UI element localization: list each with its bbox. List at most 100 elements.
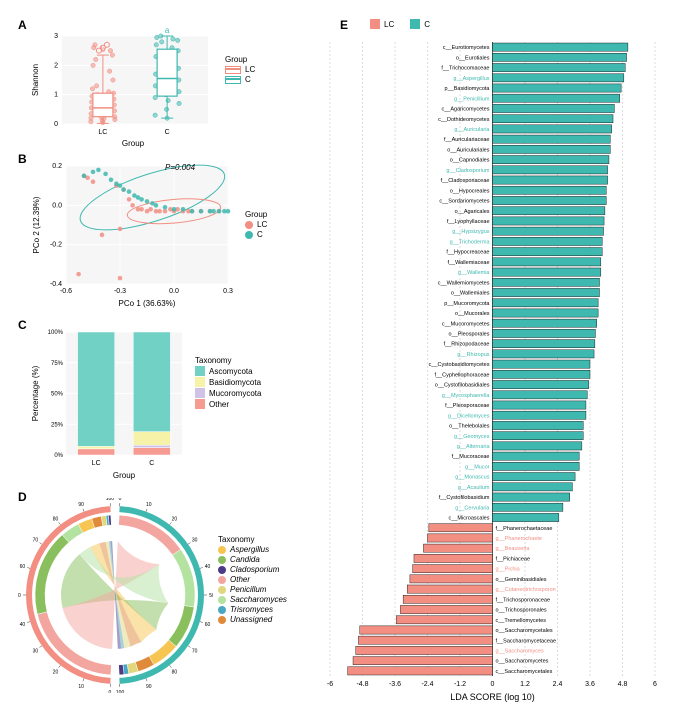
svg-text:f__Auriculariaceae: f__Auriculariaceae: [444, 137, 490, 143]
svg-text:g__Geomyces: g__Geomyces: [454, 434, 490, 440]
svg-text:Group: Group: [113, 471, 136, 480]
svg-text:b: b: [101, 45, 106, 54]
legD-Trisromyces: Trisromyces: [218, 605, 287, 614]
legD-Penicillum: Penicillum: [218, 585, 287, 594]
svg-text:g__Dicellomyces: g__Dicellomyces: [448, 413, 490, 419]
svg-text:f__Trichocomaceae: f__Trichocomaceae: [441, 66, 489, 72]
legE-LC: LC: [384, 20, 394, 29]
svg-text:70: 70: [192, 648, 198, 654]
svg-text:g__Rhizopus: g__Rhizopus: [457, 352, 489, 358]
svg-text:25%: 25%: [51, 422, 64, 428]
legD-Aspergillus: Aspergillus: [218, 545, 287, 554]
legD-Unassigned: Unassigned: [218, 615, 287, 624]
svg-text:f__Lyophyllaceae: f__Lyophyllaceae: [447, 219, 490, 225]
svg-text:o__Wallemiales: o__Wallemiales: [451, 291, 490, 297]
label-B: B: [18, 152, 27, 166]
svg-text:g__Saccharomyces: g__Saccharomyces: [496, 648, 545, 654]
svg-text:g__Auricularia: g__Auricularia: [454, 127, 490, 133]
svg-text:g__Beauveria: g__Beauveria: [496, 546, 531, 552]
svg-text:100: 100: [106, 498, 115, 502]
svg-text:o__Saccharomycetes: o__Saccharomycetes: [496, 659, 549, 665]
svg-text:4.8: 4.8: [618, 681, 628, 688]
panelB-pcoa: -0.6-0.30.00.3-0.4-0.20.00.2P=0.004PCo 1…: [28, 160, 238, 310]
svg-text:2.4: 2.4: [553, 681, 563, 688]
svg-text:0%: 0%: [54, 453, 63, 459]
svg-text:g__Acaulium: g__Acaulium: [458, 485, 490, 491]
svg-text:P=0.004: P=0.004: [165, 163, 196, 172]
svg-text:50: 50: [18, 593, 21, 599]
svg-text:o__Auriculariales: o__Auriculariales: [447, 147, 489, 153]
legD-Candida: Candida: [218, 555, 287, 564]
svg-text:f__Pichiaceae: f__Pichiaceae: [496, 556, 531, 562]
legD-Cladosporium: Cladosporium: [218, 565, 287, 574]
svg-text:1.2: 1.2: [520, 681, 530, 688]
svg-text:100%: 100%: [48, 330, 64, 336]
svg-text:90: 90: [78, 502, 84, 508]
svg-text:3.6: 3.6: [585, 681, 595, 688]
legB-C: C: [257, 230, 263, 239]
svg-text:f__Phanerochaetaceae: f__Phanerochaetaceae: [496, 526, 553, 532]
svg-text:g__Trichoderma: g__Trichoderma: [450, 239, 491, 245]
svg-text:o__Cystofilobasidiales: o__Cystofilobasidiales: [435, 383, 490, 389]
panelB-legend: Group LC C: [245, 210, 267, 240]
panelA-legend: Group LC C: [225, 55, 255, 85]
svg-text:PCo 1 (36.63%): PCo 1 (36.63%): [119, 299, 176, 308]
legE-C: C: [424, 20, 430, 29]
legC-Ascomycota: Ascomycota: [195, 366, 261, 376]
svg-text:f__Hypocreaceae: f__Hypocreaceae: [446, 250, 489, 256]
svg-text:o__Capnodiales: o__Capnodiales: [450, 158, 490, 164]
svg-text:60: 60: [205, 622, 211, 628]
svg-text:10: 10: [146, 502, 152, 508]
svg-text:o__Eurotiales: o__Eurotiales: [456, 55, 490, 61]
legA-C: C: [245, 75, 251, 84]
legB-LC: LC: [257, 220, 267, 229]
svg-text:c__Saccharomycetales: c__Saccharomycetales: [496, 669, 553, 675]
panelE-lda: -6-4.8-3.6-2.4-1.201.22.43.64.86c__Eurot…: [310, 36, 675, 706]
svg-text:c__Eurotiomycetes: c__Eurotiomycetes: [443, 45, 490, 51]
svg-text:20: 20: [53, 670, 59, 676]
svg-text:-3.6: -3.6: [389, 681, 401, 688]
svg-text:70: 70: [33, 538, 39, 544]
svg-text:-0.3: -0.3: [114, 288, 126, 295]
svg-text:-2.4: -2.4: [421, 681, 433, 688]
panelE-legend: LC C: [370, 18, 430, 30]
svg-text:c__Wallemiomycetes: c__Wallemiomycetes: [438, 280, 490, 286]
panelC-legend-title: Taxonomy: [195, 356, 261, 365]
panelC-stackbar: 0%25%50%75%100%LCCGroupPercentage (%): [28, 326, 188, 481]
svg-text:0: 0: [491, 681, 495, 688]
legC-Other: Other: [195, 399, 261, 409]
svg-text:20: 20: [172, 516, 178, 522]
svg-text:g__Penicillium: g__Penicillium: [454, 96, 490, 102]
svg-text:c__Agaricomycetes: c__Agaricomycetes: [442, 107, 490, 113]
svg-text:30: 30: [192, 538, 198, 544]
svg-text:f__Cladosporiaceae: f__Cladosporiaceae: [441, 178, 490, 184]
svg-text:f__Cyphellophoraceae: f__Cyphellophoraceae: [434, 372, 489, 378]
svg-text:-0.6: -0.6: [60, 288, 72, 295]
svg-text:o__Agaricales: o__Agaricales: [455, 209, 490, 215]
svg-text:40: 40: [205, 564, 211, 570]
label-E: E: [340, 18, 348, 32]
svg-text:p__Mucoromycota: p__Mucoromycota: [444, 301, 490, 307]
panelB-legend-title: Group: [245, 210, 267, 219]
svg-text:30: 30: [33, 648, 39, 654]
panelD-legend-title: Taxonomy: [218, 535, 287, 544]
svg-text:c__Cystobasidiomycetes: c__Cystobasidiomycetes: [429, 362, 490, 368]
svg-text:-0.4: -0.4: [50, 281, 62, 288]
svg-text:o__Mucorales: o__Mucorales: [455, 311, 490, 317]
svg-text:LC: LC: [98, 129, 107, 136]
svg-text:-6: -6: [327, 681, 333, 688]
svg-text:0.0: 0.0: [52, 202, 62, 209]
panelA-legend-title: Group: [225, 55, 255, 64]
svg-text:-1.2: -1.2: [454, 681, 466, 688]
svg-text:g__Hypsizygus: g__Hypsizygus: [452, 229, 490, 235]
svg-text:0.3: 0.3: [223, 288, 233, 295]
panelD-chord: 0102030405060708090100010203040506070809…: [18, 498, 213, 693]
svg-text:f__Saccharomycetaceae: f__Saccharomycetaceae: [496, 638, 557, 644]
svg-text:g__Aspergillus: g__Aspergillus: [453, 76, 489, 82]
svg-text:g__Monascus: g__Monascus: [455, 475, 489, 481]
svg-text:Group: Group: [122, 139, 145, 148]
svg-text:100: 100: [116, 690, 125, 693]
svg-text:f__Cystofilobasidium: f__Cystofilobasidium: [439, 495, 490, 501]
svg-text:LC: LC: [92, 460, 101, 467]
legD-Other: Other: [218, 575, 287, 584]
